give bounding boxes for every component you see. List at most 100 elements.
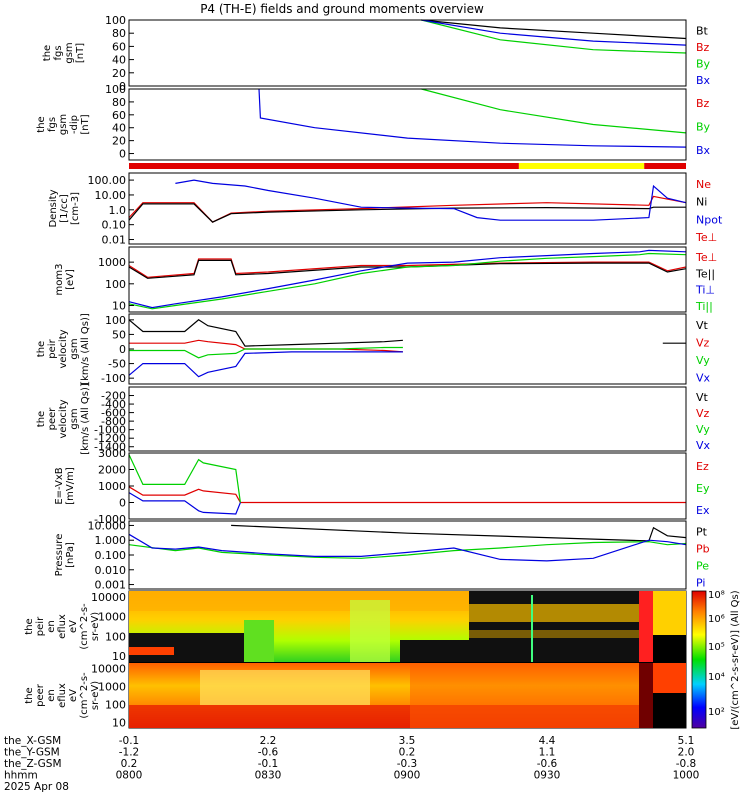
- y-tick-label: 100: [105, 14, 126, 27]
- x-tick-label: -0.6: [258, 747, 279, 759]
- series-peir-velocity-Vy: [129, 346, 403, 359]
- plot-title: P4 (TH-E) fields and ground moments over…: [200, 2, 484, 16]
- series-moment-Ti||: [128, 252, 687, 310]
- y-tick-label: 60: [112, 109, 126, 122]
- y-tick-label: 3000: [98, 447, 126, 460]
- colorbar-tick: 10⁵: [708, 642, 725, 653]
- x-tick-label: -0.1: [258, 758, 279, 770]
- x-row-label: hhmm: [4, 770, 38, 782]
- mode-bar-segment: [518, 163, 645, 169]
- y-tick-label: 10: [112, 299, 126, 312]
- legend-Vt: Vt: [696, 391, 709, 404]
- series-fgs-gsm-dip-Bx: [258, 88, 687, 148]
- y-tick-label: 10000: [91, 662, 126, 675]
- legend-Te||: Te||: [695, 267, 715, 280]
- x-tick-label: -0.3: [397, 758, 418, 770]
- y-tick-label: 50: [112, 328, 126, 341]
- x-tick-label: 1.1: [539, 747, 556, 759]
- y-tick-label: -50: [108, 358, 126, 371]
- legend-Vz: Vz: [696, 407, 710, 420]
- y-tick-label: 2000: [98, 464, 126, 477]
- legend-Ez: Ez: [696, 460, 709, 473]
- y-tick-label: 0: [119, 343, 126, 356]
- series-peir-velocity-Vz: [129, 339, 403, 353]
- series-pressure-Pe: [128, 541, 687, 559]
- y-tick-label: 1000: [98, 680, 126, 693]
- panel-e-field: -1000 0 1000 2000 3000 E=-VxB[mV/m] Ez Ey Ex: [54, 447, 710, 526]
- x-row-label: the_Y-GSM: [4, 747, 60, 759]
- y-tick-label: -1000: [94, 424, 126, 437]
- legend-Ne: Ne: [696, 178, 711, 191]
- y-tick-label: 20: [112, 67, 126, 80]
- y-tick-label: -200: [101, 390, 126, 403]
- panel-frame: [128, 246, 687, 313]
- legend-Vy: Vy: [696, 423, 710, 436]
- colorbar-tick: 10⁶: [708, 614, 725, 625]
- colorbar-scale: [691, 590, 707, 729]
- x-tick-label: 2.2: [260, 735, 277, 747]
- peir-spectrogram-image: [129, 591, 686, 662]
- x-tick-label: -0.1: [119, 735, 140, 747]
- panel-density: 0.01 0.10 1.0 10.00 100.00 Density[1/cc][cm-3…: [48, 172, 723, 247]
- legend-Vy: Vy: [696, 354, 710, 367]
- y-tick-label: 0.10: [102, 219, 127, 232]
- y-tick-label: -400: [101, 398, 126, 411]
- y-tick-label: 100: [105, 278, 126, 291]
- colorbar-tick: 10²: [708, 707, 725, 718]
- series-e-field-Ey: [128, 454, 241, 503]
- y-tick-label: 0.01: [102, 234, 127, 247]
- y-tick-label: 40: [112, 54, 126, 67]
- y-tick-label: 0: [119, 497, 126, 510]
- panel-frame: [128, 386, 687, 452]
- y-tick-label: -600: [101, 407, 126, 420]
- panel-peer-velocity: -1400-1200-1000-800-600-400-200 thepeerve…: [36, 383, 711, 455]
- legend-By: By: [696, 57, 711, 70]
- legend-Vz: Vz: [696, 336, 710, 349]
- peer-spectrogram-image: [129, 663, 686, 728]
- series-e-field-Ez: [128, 486, 686, 504]
- y-tick-label: 1.0: [109, 204, 127, 217]
- x-tick-label: 3.5: [399, 735, 416, 747]
- series-peir-velocity-Vx: [128, 351, 403, 378]
- colorbar-label: [eV/(cm^2-s-sr-eV)] (All Qs): [730, 590, 741, 729]
- y-tick-label: 60: [112, 40, 126, 53]
- panel-frame: [128, 88, 687, 161]
- legend-Pt: Pt: [696, 526, 708, 539]
- y-tick-label: 1000: [98, 480, 126, 493]
- y-tick-label: -1400: [94, 441, 126, 454]
- y-axis-label: thepeirvelocitygsm[km/s (All Qs)]: [36, 313, 91, 385]
- legend-Te: Te⊥: [695, 231, 717, 244]
- y-tick-label: 0.001: [95, 579, 127, 592]
- series-pressure-Pi: [128, 533, 687, 562]
- panel-frame: [128, 19, 687, 87]
- y-axis-label: mom3[eV]: [54, 264, 76, 296]
- legend-Vx: Vx: [696, 371, 711, 384]
- x-tick-label: 1000: [673, 770, 700, 782]
- x-tick-label: 5.1: [678, 735, 695, 747]
- legend-Te: Te⊥: [695, 251, 717, 264]
- legend-Bz: Bz: [696, 97, 710, 110]
- y-axis-label: thepeervelocitygsm[km/s (All Qs)]: [36, 383, 91, 455]
- spectrograms: [129, 591, 686, 728]
- legend-Pi: Pi: [696, 577, 705, 590]
- y-axis-label: Density[1/cc][cm-3]: [48, 189, 81, 227]
- series-fgs-gsm-By: [421, 19, 687, 54]
- legend-Ni: Ni: [696, 196, 707, 209]
- y-tick-label: 10.00: [95, 189, 127, 202]
- panels-layer: 020406080100thefgsgsm[nT]BtBzByBx0204060…: [24, 14, 723, 730]
- y-axis-label: E=-VxB[mV/m]: [54, 467, 76, 505]
- y-tick-label: 0: [119, 148, 126, 161]
- legend-Npot: Npot: [696, 213, 723, 226]
- legend-Ex: Ex: [696, 504, 710, 517]
- y-tick-label: 10000: [91, 591, 126, 604]
- legend-Pe: Pe: [696, 560, 709, 573]
- y-tick-label: 0.100: [95, 549, 127, 562]
- x-tick-label: 2.0: [678, 747, 695, 759]
- legend-Bt: Bt: [696, 24, 709, 37]
- y-tick-label: 100: [105, 83, 126, 96]
- series-fgs-gsm-Bt: [421, 19, 687, 40]
- y-tick-label: 0.010: [95, 564, 127, 577]
